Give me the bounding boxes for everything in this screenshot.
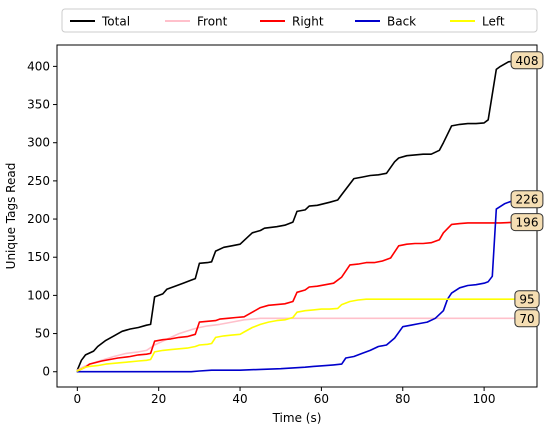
y-tick-label: 250 [27, 174, 50, 188]
x-axis-label: Time (s) [272, 411, 322, 425]
end-label-left: 95 [519, 293, 534, 307]
end-labels: 408 70 196 226 95 [510, 51, 544, 328]
y-tick-label: 350 [27, 98, 50, 112]
end-label-total: 408 [516, 54, 539, 68]
legend-label-total: Total [101, 15, 130, 29]
series-line-right [76, 221, 522, 372]
y-tick-label: 50 [35, 327, 50, 341]
y-tick-label: 0 [42, 365, 50, 379]
x-axis: 0 20 40 60 80 100 [74, 387, 496, 406]
end-label-box-left [514, 290, 540, 309]
series-line-total [76, 59, 522, 372]
end-label-right: 196 [516, 216, 539, 230]
y-tick-label: 200 [27, 212, 50, 226]
x-tick-label: 20 [151, 392, 166, 406]
end-label-front: 70 [519, 312, 534, 326]
legend-box [61, 8, 538, 33]
legend-label-front: Front [197, 15, 228, 29]
end-label-box-right [510, 213, 544, 232]
end-label-box-front [514, 309, 540, 328]
legend-label-right: Right [292, 15, 324, 29]
plot-lines [76, 59, 522, 373]
x-tick-label: 40 [232, 392, 247, 406]
x-tick-label: 80 [395, 392, 410, 406]
x-tick-label: 0 [74, 392, 82, 406]
end-label-box-back [510, 190, 544, 209]
y-tick-label: 300 [27, 136, 50, 150]
end-label-back: 226 [516, 193, 539, 207]
x-tick-label: 60 [314, 392, 329, 406]
legend: Total Front Right Back Left [61, 8, 538, 33]
x-tick-label: 100 [473, 392, 496, 406]
end-label-box-total [510, 51, 544, 70]
legend-label-back: Back [387, 15, 416, 29]
legend-label-left: Left [482, 15, 505, 29]
series-line-front [76, 317, 522, 372]
series-line-left [76, 298, 522, 372]
series-line-back [76, 198, 522, 373]
y-tick-label: 400 [27, 59, 50, 73]
y-tick-label: 150 [27, 250, 50, 264]
y-axis: 0 50 100 150 200 250 300 350 400 [27, 59, 57, 379]
y-axis-label: Unique Tags Read [4, 163, 18, 270]
y-tick-label: 100 [27, 288, 50, 302]
